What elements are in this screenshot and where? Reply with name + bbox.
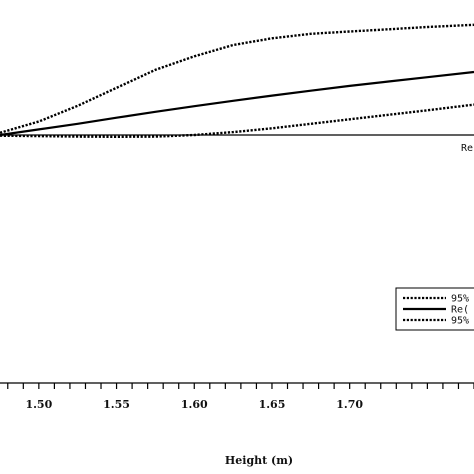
x-axis-label: Height (m) bbox=[225, 454, 293, 467]
legend-label-1: Re( bbox=[451, 305, 469, 316]
legend-label-2: 95% bbox=[451, 316, 469, 327]
series-line-upper bbox=[0, 23, 474, 134]
x-tick-label-0: 1.50 bbox=[25, 398, 52, 411]
legend-label-0: 95% bbox=[451, 294, 469, 305]
x-tick-label-1: 1.55 bbox=[103, 398, 130, 411]
series-line-estimate bbox=[0, 70, 474, 137]
x-tick-label-3: 1.65 bbox=[259, 398, 286, 411]
reference-layer: Re bbox=[0, 134, 474, 154]
x-tick-label-4: 1.70 bbox=[336, 398, 363, 411]
series-layer bbox=[0, 23, 474, 139]
series-line-lower bbox=[0, 103, 474, 139]
x-tick-label-2: 1.60 bbox=[181, 398, 208, 411]
legend: 95%Re(95% bbox=[395, 287, 474, 331]
x-axis: 1.50 1.55 1.60 1.65 1.70 bbox=[0, 382, 474, 411]
reference-label: Re bbox=[461, 143, 473, 154]
